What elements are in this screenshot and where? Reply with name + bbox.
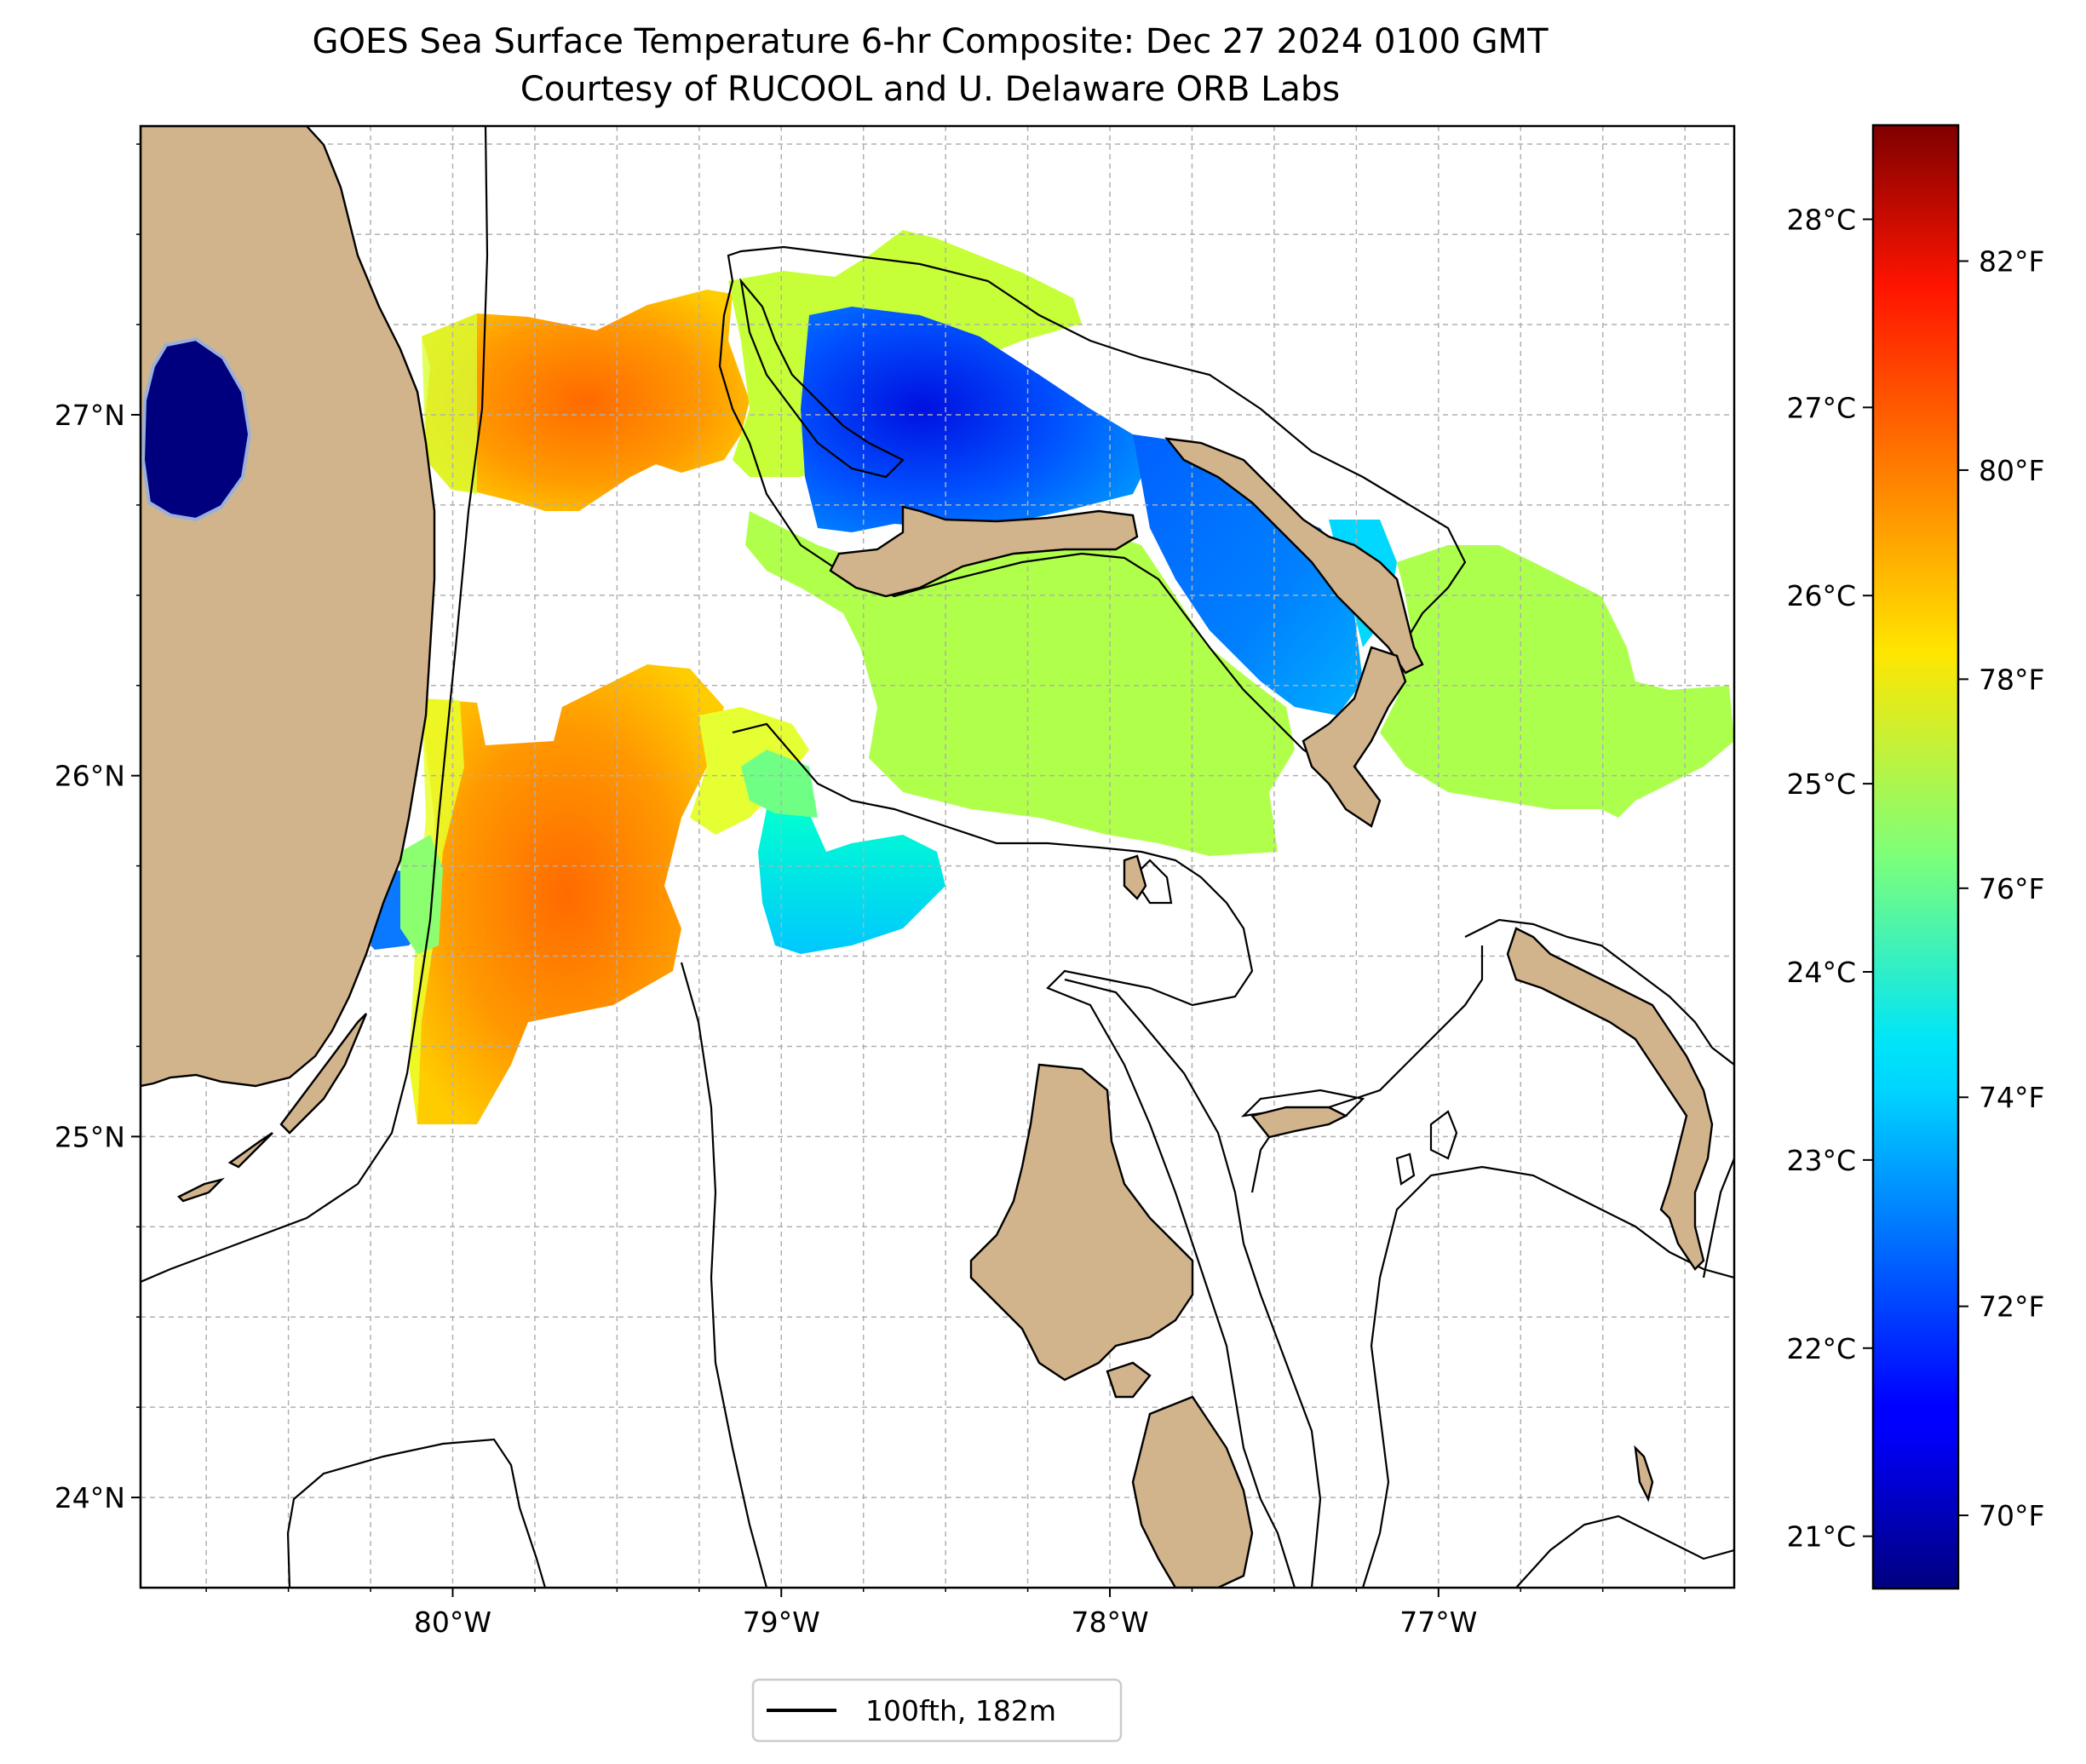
lon-tick-label: 79°W — [743, 1606, 820, 1639]
map-title-line-2: Courtesy of RUCOOL and U. Delaware ORB L… — [520, 70, 1340, 109]
contour-eleuthera-west — [1250, 945, 1484, 1193]
contour-tongue-ocean — [1064, 978, 1322, 1588]
sst-patch-green-strip — [741, 750, 818, 818]
celsius-tick-label: 21°C — [1786, 1520, 1856, 1554]
celsius-tick-label: 25°C — [1786, 767, 1856, 801]
sst-patch-nearshore-green — [400, 835, 443, 954]
contour-ne-corner — [1702, 1158, 1734, 1278]
bathymetry-contours — [141, 126, 1734, 1588]
fahrenheit-tick-label: 76°F — [1979, 872, 2044, 905]
sst-patch-east-abaco — [1380, 545, 1734, 818]
fahrenheit-tick-label: 80°F — [1979, 454, 2044, 487]
lat-tick-label: 26°N — [55, 760, 125, 793]
colorbar-fahrenheit-axis: 70°F 72°F 74°F 76°F 78°F 80°F 82°F — [1958, 245, 2044, 1532]
celsius-tick-label: 24°C — [1786, 956, 1856, 989]
map-frame — [139, 124, 1736, 1589]
celsius-tick-label: 27°C — [1786, 391, 1856, 424]
land-layer — [141, 126, 1714, 1588]
fahrenheit-tick-label: 78°F — [1979, 663, 2044, 696]
contour-lbb-inner — [739, 278, 905, 479]
lon-tick-label: 78°W — [1071, 1606, 1148, 1639]
land-new-providence — [1250, 1106, 1348, 1139]
sst-patch-south-straits — [409, 664, 724, 1124]
contour-straits-south — [680, 962, 768, 1588]
lat-tick-label: 27°N — [55, 399, 125, 432]
celsius-tick-label: 28°C — [1786, 203, 1856, 236]
land-grand-bahama — [829, 505, 1139, 598]
celsius-tick-label: 26°C — [1786, 579, 1856, 612]
lat-axis: 27°N 26°N 25°N 24°N — [55, 143, 141, 1514]
contour-south-bank-edge — [1515, 1514, 1734, 1588]
celsius-tick-label: 23°C — [1786, 1144, 1856, 1177]
celsius-tick-label: 22°C — [1786, 1332, 1856, 1365]
colorbar-celsius-axis: 21°C 22°C 23°C 24°C 25°C 26°C 27°C 28°C — [1786, 203, 1873, 1554]
contour-bimini-south — [1131, 859, 1173, 905]
land-lake-okeechobee-rim — [141, 336, 252, 522]
legend-label: 100fth, 182m — [865, 1694, 1056, 1727]
lon-tick-label: 77°W — [1399, 1606, 1477, 1639]
land-abaco-south — [1302, 646, 1407, 828]
contour-sw-bank — [286, 1438, 547, 1588]
lat-tick-label: 25°N — [55, 1120, 125, 1153]
lon-tick-label: 80°W — [414, 1606, 491, 1639]
land-bimini — [1123, 854, 1147, 900]
land-eleuthera — [1506, 927, 1714, 1271]
sst-patch-north-straits-edge — [422, 313, 477, 494]
land-exuma-cay — [1634, 1445, 1654, 1503]
contour-island-small-1 — [1429, 1110, 1458, 1160]
fahrenheit-tick-label: 82°F — [1979, 245, 2044, 279]
legend-box — [751, 1678, 1123, 1743]
contour-cuba-shelf-northeast — [1361, 1165, 1734, 1588]
sst-patch-cyan-eddy — [758, 809, 945, 954]
legend: 100fth, 182m — [751, 1678, 1123, 1743]
land-florida-keys-3 — [176, 1177, 225, 1203]
land-florida-keys-1 — [279, 1013, 368, 1135]
land-abaco-north — [1164, 437, 1424, 675]
fahrenheit-tick-label: 72°F — [1979, 1290, 2044, 1324]
land-florida-keys-2 — [227, 1132, 273, 1169]
map-panel: 80°W 79°W 78°W 77°W 27°N 26°N 25°N 24°N — [55, 124, 1736, 1639]
map-title-line-1: GOES Sea Surface Temperature 6-hr Compos… — [312, 22, 1549, 61]
land-andros-north — [969, 1063, 1194, 1382]
contour-great-bahama-bank-west — [732, 722, 1296, 1588]
colorbar-gradient — [1871, 124, 1960, 1590]
land-andros-mid — [1106, 1361, 1152, 1399]
lon-axis: 80°W 79°W 78°W 77°W — [205, 1588, 1686, 1639]
contour-florida-shelf — [141, 126, 489, 1284]
sst-patch-green-plume — [745, 511, 1295, 856]
fahrenheit-tick-label: 74°F — [1979, 1081, 2044, 1114]
contour-eleuthera-bank — [1464, 918, 1734, 1066]
fahrenheit-tick-label: 70°F — [1979, 1499, 2044, 1532]
sst-patch-north-straits — [422, 290, 750, 511]
colorbar: 21°C 22°C 23°C 24°C 25°C 26°C 27°C 28°C 70°F 72°… — [1786, 124, 2044, 1590]
contour-island-small-2 — [1395, 1152, 1416, 1186]
land-andros-south — [1131, 1395, 1254, 1588]
lat-tick-label: 24°N — [55, 1481, 125, 1514]
